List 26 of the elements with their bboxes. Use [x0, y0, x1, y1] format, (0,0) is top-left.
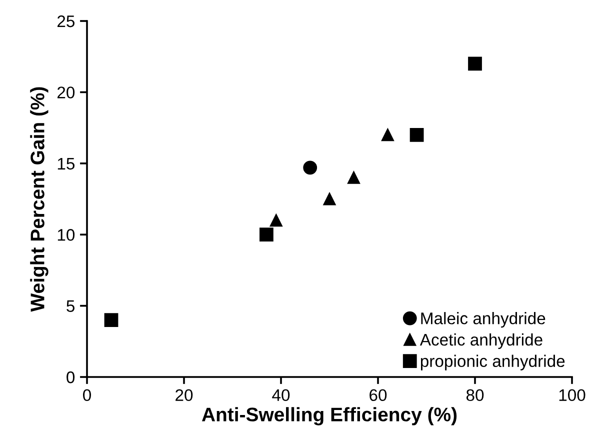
x-tick-label: 60	[370, 389, 387, 402]
x-tick-label: 80	[466, 389, 484, 402]
point	[323, 192, 336, 206]
x-tick-label: 100	[559, 389, 586, 402]
y-axis-title: Weight Percent Gain (%)	[30, 87, 48, 312]
x-axis-title: Anti-Swelling Efficiency (%)	[202, 407, 457, 426]
x-tick-label: 0	[83, 389, 91, 402]
point	[410, 128, 424, 142]
point	[303, 160, 318, 175]
legend-label: Maleic anhydride	[421, 312, 546, 328]
x-tick-label: 40	[272, 389, 290, 402]
point	[260, 228, 274, 242]
legend-label: propionic anhydride	[420, 354, 565, 370]
y-tick-label: 5	[66, 300, 74, 312]
x-tick-label: 20	[176, 389, 193, 402]
y-tick-label: 10	[58, 229, 75, 241]
point	[468, 56, 482, 71]
y-tick-label: 15	[58, 158, 74, 170]
legend-label: Acetic anhydride	[420, 333, 542, 349]
y-tick-label: 25	[57, 15, 74, 28]
point	[348, 171, 360, 184]
y-tick-label: 0	[66, 371, 75, 384]
point	[381, 128, 394, 142]
point	[104, 313, 118, 327]
y-tick-label: 20	[57, 86, 75, 98]
point	[270, 214, 282, 227]
